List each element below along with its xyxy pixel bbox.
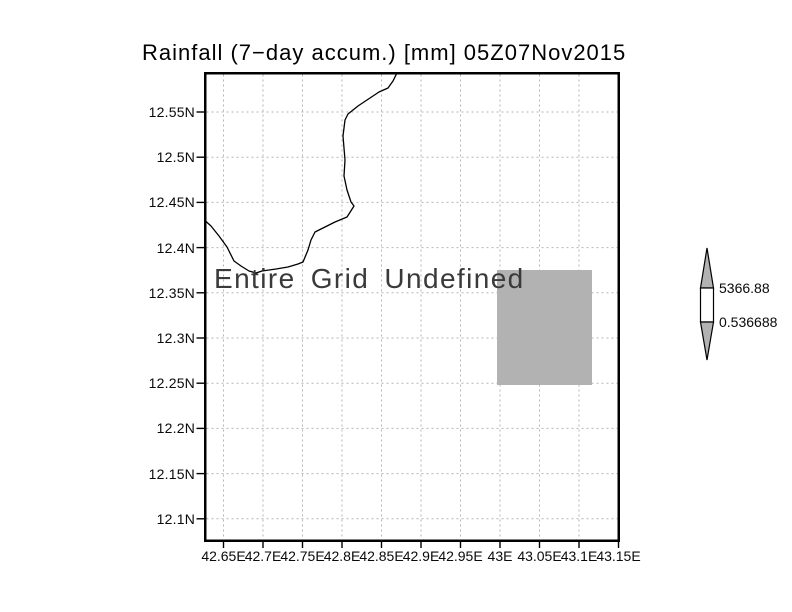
x-axis-tick-label: 42.7E — [244, 548, 282, 564]
x-axis-tick-label: 42.95E — [438, 548, 483, 564]
y-axis-tick-label: 12.2N — [156, 420, 195, 437]
x-axis-tick-label: 43E — [487, 548, 513, 564]
y-axis-tick-label: 12.55N — [148, 104, 195, 120]
x-axis-tick-label: 43.15E — [596, 548, 641, 564]
undefined-grid-message: Entire Grid Undefined — [214, 263, 525, 294]
colorbar-upper-triangle — [699, 247, 715, 289]
x-axis-tick-label: 42.75E — [280, 548, 325, 564]
x-axis-tick-label: 42.8E — [323, 548, 361, 564]
axis-ticks — [196, 111, 620, 548]
coastline-path — [205, 72, 398, 274]
y-axis-tick-label: 12.45N — [148, 194, 195, 211]
y-axis-tick-label: 12.5N — [156, 149, 195, 166]
x-axis-labels: 42.65E 42.7E 42.75E 42.8E 42.85E 42.9E 42.95E 4… — [0, 548, 792, 568]
y-axis-tick-label: 12.35N — [148, 284, 195, 301]
y-axis-tick-label: 12.25N — [148, 375, 195, 392]
x-axis-tick-label: 43.1E — [560, 548, 598, 564]
colorbar-mid-rect — [699, 287, 715, 323]
colorbar-min-label: 0.536688 — [719, 314, 778, 330]
map-border — [204, 72, 620, 542]
y-axis-labels: 12.55N 12.5N 12.45N 12.4N 12.35N 12.3N 12.25N 1… — [0, 0, 195, 612]
plot-title: Rainfall (7−day accum.) [mm] 05Z07Nov201… — [142, 40, 627, 65]
colorbar-max-label: 5366.88 — [719, 280, 770, 296]
y-axis-tick-label: 12.15N — [148, 465, 195, 482]
x-axis-tick-label: 42.65E — [201, 548, 246, 564]
colorbar-lower-triangle — [699, 321, 715, 361]
x-axis-tick-label: 42.9E — [402, 548, 440, 564]
y-axis-tick-label: 12.3N — [156, 330, 195, 346]
undefined-region-rect — [497, 270, 592, 385]
x-axis-tick-label: 42.85E — [359, 548, 404, 564]
colorbar-arrow — [699, 247, 715, 361]
y-axis-tick-label: 12.4N — [156, 239, 195, 256]
gridlines — [206, 74, 619, 540]
x-axis-tick-label: 43.05E — [517, 548, 562, 564]
y-axis-tick-label: 12.1N — [156, 510, 195, 527]
